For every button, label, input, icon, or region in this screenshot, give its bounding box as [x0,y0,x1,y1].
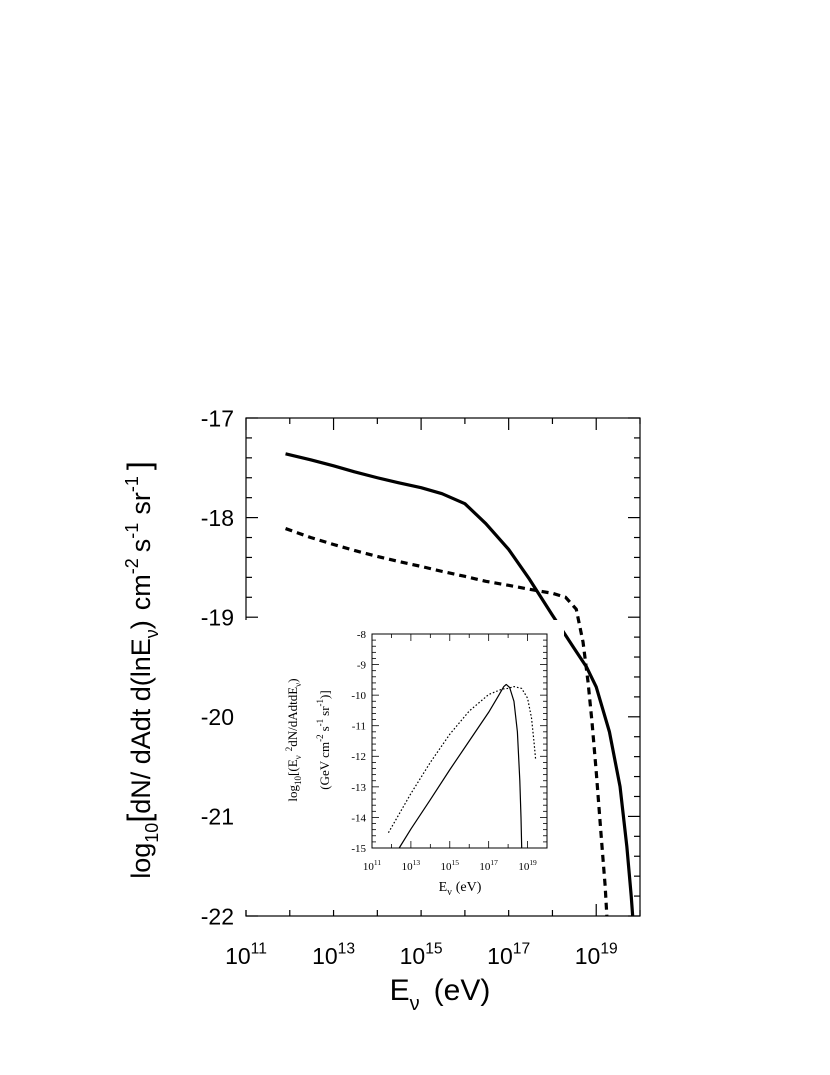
x-tick-base: 10 [487,943,513,969]
y-title-part: -2 [122,558,142,574]
inset-chart: 1011 1013 1015 1017 1019-8-9-10-11-12-13-14-… [244,620,564,910]
x-tick-exponent: 19 [600,941,617,958]
x-tick-exponent: 11 [374,858,381,867]
x-tick-label: 1011 [225,941,267,969]
y-tick-label: -17 [201,405,234,431]
x-tick-base: 10 [312,943,338,969]
inset-y-title-part: ν [293,755,303,759]
x-tick-label: 1017 [487,941,530,969]
inset-x-title-main: E [439,880,448,895]
x-tick-base: 10 [575,943,601,969]
y-tick-label: -19 [201,604,234,630]
y-tick-label: -8 [357,629,367,641]
x-tick-base: 10 [479,861,491,873]
x-tick-label: 1017 [479,858,498,873]
y-tick-label: -12 [351,751,366,763]
inset-y-title-part: ) [285,678,300,682]
series-line-solid [398,683,523,849]
y-title-part: sr [126,492,156,515]
y-tick-label: -20 [201,704,234,730]
series-line-dashed [285,527,609,917]
inset-y-title-part: [(E [285,759,300,776]
y-title-part: 10 [142,823,162,843]
series-line-dotted [387,685,537,834]
inset-y-title-part: 10 [293,775,303,785]
inset-y-title-part: dN/dAdtdE [285,687,300,747]
x-tick-base: 10 [363,861,375,873]
x-axis-title-main: E [390,974,410,1007]
y-title-part: cm [126,574,156,610]
inset-backdrop [244,620,564,910]
inset-y-title-part: 2 [284,747,294,752]
x-axis-title-unit: (eV) [434,974,491,1007]
x-tick-base: 10 [400,943,426,969]
y-axis-title: log10[dN/ dAdt d(lnEν)cm-2s-1sr-1] [121,461,162,878]
x-tick-label: 1019 [518,858,537,873]
y-tick-label: -11 [352,721,366,733]
x-axis-title: Eν (eV) [390,974,491,1015]
x-tick-label: 1019 [575,941,618,969]
inset-y-axis-title-line2: (GeV cm-2s-1sr-1)] [315,690,332,789]
y-title-part: ) [126,620,156,629]
x-tick-label: 1011 [363,858,381,873]
x-tick-base: 10 [518,861,530,873]
inset-y-title-part: (GeV cm [317,742,332,790]
x-tick-exponent: 15 [425,941,443,958]
x-tick-exponent: 19 [529,858,537,867]
x-tick-label: 1013 [312,941,355,969]
y-tick-label: -22 [201,903,234,929]
y-tick-label: -18 [201,505,234,531]
y-tick-label: -9 [357,660,367,672]
x-tick-exponent: 11 [251,941,267,958]
x-tick-label: 1015 [400,941,443,969]
y-title-part: -1 [122,523,142,539]
series-line-solid [285,452,635,917]
inset-y-title-part: sr [317,706,332,716]
y-title-part: [ [121,814,157,823]
inset-y-title-part: -1 [315,719,325,727]
y-tick-label: -15 [351,843,366,855]
y-tick-label: -14 [351,812,366,824]
y-title-part: -1 [122,476,142,492]
y-tick-label: -10 [351,690,366,702]
inset-y-title-part: ν [293,683,303,687]
x-tick-exponent: 17 [490,858,498,867]
y-tick-label: -21 [201,804,234,830]
y-title-part: log [126,843,156,879]
y-title-part: dN/ dAdt d(lnE [126,638,156,814]
inset-y-title-part: -2 [315,734,325,742]
inset-y-title-part: )] [317,690,332,699]
x-tick-label: 1013 [402,858,421,873]
x-tick-exponent: 13 [413,858,421,867]
inset-x-title-unit: (eV) [456,880,482,895]
y-tick-label: -13 [351,782,366,794]
x-tick-exponent: 13 [338,941,355,958]
inset-y-axis-title-line1: log10[(Eν2dN/dAdtdEν) [284,678,303,801]
inset-y-title-part: -1 [315,699,325,707]
y-title-part: ] [121,461,157,470]
inset-x-axis-title: Eν (eV) [439,880,482,898]
inset-y-title-part: log [285,784,300,801]
x-tick-base: 10 [402,861,414,873]
inset-y-title-part: s [317,726,332,731]
x-tick-label: 1015 [441,858,460,873]
x-axis-title-sub: ν [410,993,420,1015]
y-title-part: s [126,539,156,553]
x-tick-exponent: 17 [513,941,530,958]
plot-frame [371,633,548,849]
main-chart: 1011 1013 1015 1017 1019-17-18-19-20-21-22Eν… [121,405,641,1015]
y-title-part: ν [142,629,162,638]
x-tick-exponent: 15 [452,858,460,867]
inset-x-title-sub: ν [447,887,452,898]
x-tick-base: 10 [441,861,453,873]
x-tick-base: 10 [225,943,251,969]
